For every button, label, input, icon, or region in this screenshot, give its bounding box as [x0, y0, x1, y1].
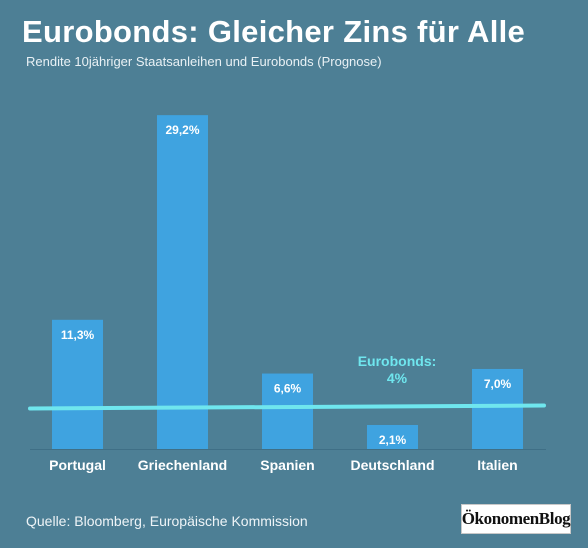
category-label-spanien: Spanien — [260, 457, 314, 473]
chart-title: Eurobonds: Gleicher Zins für Alle — [22, 14, 526, 49]
value-label-spanien: 6,6% — [274, 382, 302, 396]
eurobond-line — [28, 403, 546, 411]
bar-griechenland — [157, 115, 208, 449]
oekonomenblog-logo: ÖkonomenBlog — [461, 504, 571, 534]
category-label-griechenland: Griechenland — [138, 457, 227, 473]
value-label-griechenland: 29,2% — [165, 123, 199, 137]
bar-portugal — [52, 319, 103, 449]
source-note: Quelle: Bloomberg, Europäische Kommissio… — [26, 513, 308, 529]
bar-spanien — [262, 373, 313, 449]
eurobond-label-title: Eurobonds: — [358, 353, 437, 369]
value-label-portugal: 11,3% — [61, 328, 95, 342]
category-label-portugal: Portugal — [49, 457, 106, 473]
category-label-deutschland: Deutschland — [350, 457, 434, 473]
bar-deutschland — [367, 424, 418, 449]
category-label-italien: Italien — [477, 457, 517, 473]
value-label-deutschland: 2,1% — [379, 433, 407, 447]
bar-group: 11,3% Portugal 29,2% Griechenland 6,6% Spanie… — [49, 115, 523, 473]
chart-subtitle: Rendite 10jähriger Staatsanleihen und Eu… — [26, 54, 382, 69]
bar-italien — [472, 368, 523, 449]
eurobond-label-value: 4% — [387, 370, 408, 386]
value-label-italien: 7,0% — [484, 377, 512, 391]
eurobond-reference: Eurobonds:4% — [28, 353, 546, 411]
